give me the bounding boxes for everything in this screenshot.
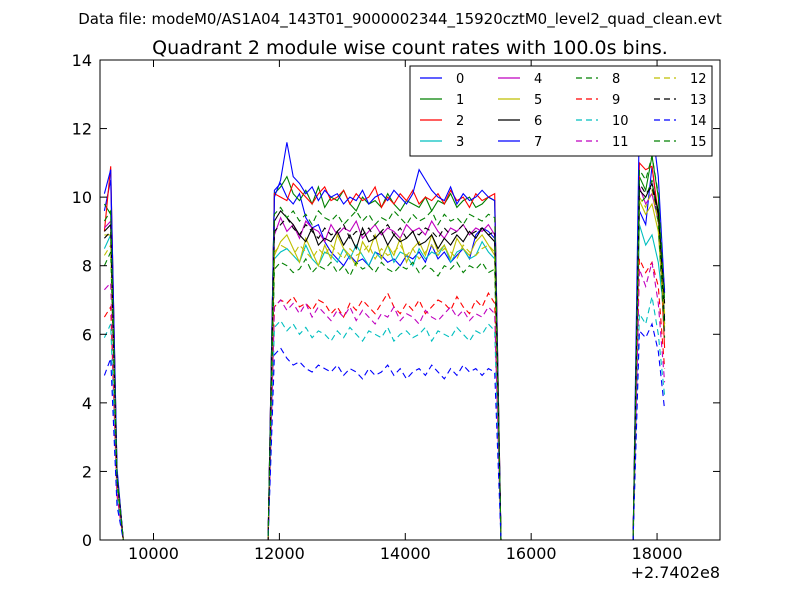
legend-label-1: 1	[456, 93, 464, 108]
legend-label-6: 6	[534, 114, 542, 129]
x-offset-label: +2.7402e8	[631, 563, 720, 582]
y-tick-label: 6	[82, 325, 92, 344]
legend-label-9: 9	[612, 93, 620, 108]
axes-frame	[99, 59, 721, 541]
legend-label-13: 13	[690, 93, 707, 108]
chart-title: Quadrant 2 module wise count rates with …	[152, 37, 668, 59]
y-tick-label: 4	[82, 394, 92, 413]
y-tick-label: 0	[82, 531, 92, 550]
data-file-caption: Data file: modeM0/AS1A04_143T01_90000023…	[78, 10, 722, 29]
x-tick-label: 18000	[632, 544, 683, 563]
legend-label-2: 2	[456, 114, 464, 129]
legend-label-11: 11	[612, 135, 629, 150]
y-tick-label: 10	[72, 188, 92, 207]
legend-label-7: 7	[534, 135, 542, 150]
legend-label-14: 14	[690, 114, 707, 129]
legend-label-10: 10	[612, 114, 629, 129]
legend-label-12: 12	[690, 72, 707, 87]
x-tick-label: 16000	[506, 544, 557, 563]
x-tick-label: 14000	[380, 544, 431, 563]
legend-label-8: 8	[612, 72, 620, 87]
axes: 10000 12000 14000 16000 1800002468101214+2.7…	[72, 51, 721, 582]
y-tick-label: 14	[72, 51, 92, 70]
y-tick-label: 8	[82, 257, 92, 276]
x-tick-label: 10000	[128, 544, 179, 563]
legend-label-4: 4	[534, 72, 542, 87]
legend-label-3: 3	[456, 135, 464, 150]
legend-box	[409, 65, 713, 157]
legend-label-0: 0	[456, 72, 464, 87]
y-tick-label: 2	[82, 462, 92, 481]
x-tick-label: 12000	[254, 544, 305, 563]
series-line-10	[103, 296, 666, 541]
legend-label-15: 15	[690, 135, 707, 150]
y-tick-label: 12	[72, 120, 92, 139]
legend-label-5: 5	[534, 93, 542, 108]
